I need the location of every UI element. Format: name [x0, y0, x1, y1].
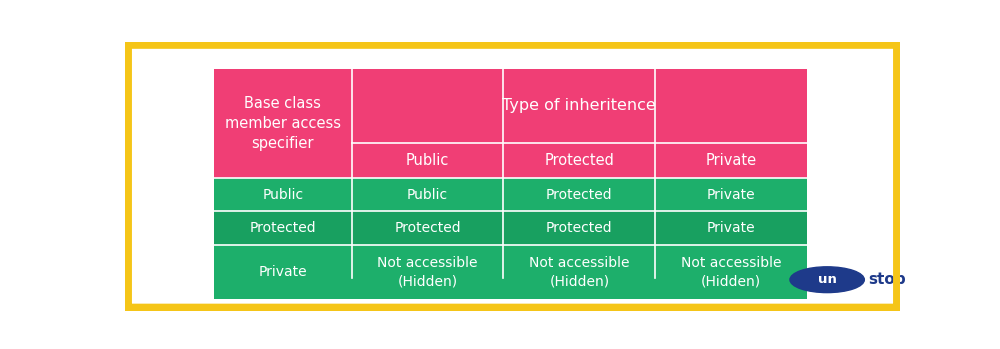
- Bar: [655, 245, 807, 299]
- Text: stop: stop: [868, 272, 906, 287]
- Text: Public: Public: [406, 153, 449, 168]
- Bar: [503, 245, 655, 299]
- Text: Not accessible
(Hidden): Not accessible (Hidden): [377, 256, 478, 288]
- Bar: [655, 143, 807, 178]
- Bar: [503, 178, 655, 211]
- Text: Public: Public: [407, 187, 448, 201]
- Text: Protected: Protected: [546, 221, 613, 235]
- Bar: [503, 143, 655, 178]
- Text: Protected: Protected: [394, 221, 461, 235]
- Bar: [214, 178, 352, 211]
- Text: Private: Private: [707, 221, 755, 235]
- Bar: [352, 143, 503, 178]
- Text: Protected: Protected: [544, 153, 614, 168]
- Text: Base class
member access
specifier: Base class member access specifier: [225, 96, 341, 150]
- Circle shape: [790, 267, 864, 292]
- Text: Not accessible
(Hidden): Not accessible (Hidden): [681, 256, 781, 288]
- Text: Type of inheritence: Type of inheritence: [502, 98, 656, 113]
- Bar: [352, 211, 503, 245]
- Bar: [214, 245, 352, 299]
- Text: Protected: Protected: [250, 221, 316, 235]
- Bar: [214, 69, 352, 178]
- Bar: [352, 245, 503, 299]
- Text: Private: Private: [706, 153, 757, 168]
- Text: Not accessible
(Hidden): Not accessible (Hidden): [529, 256, 630, 288]
- Text: Private: Private: [707, 187, 755, 201]
- Text: Public: Public: [262, 187, 303, 201]
- Bar: [655, 211, 807, 245]
- Bar: [655, 178, 807, 211]
- Bar: [214, 211, 352, 245]
- Bar: [503, 211, 655, 245]
- Text: un: un: [818, 273, 837, 286]
- Text: Protected: Protected: [546, 187, 613, 201]
- Text: Private: Private: [259, 265, 307, 279]
- Bar: [352, 69, 807, 143]
- Bar: [352, 178, 503, 211]
